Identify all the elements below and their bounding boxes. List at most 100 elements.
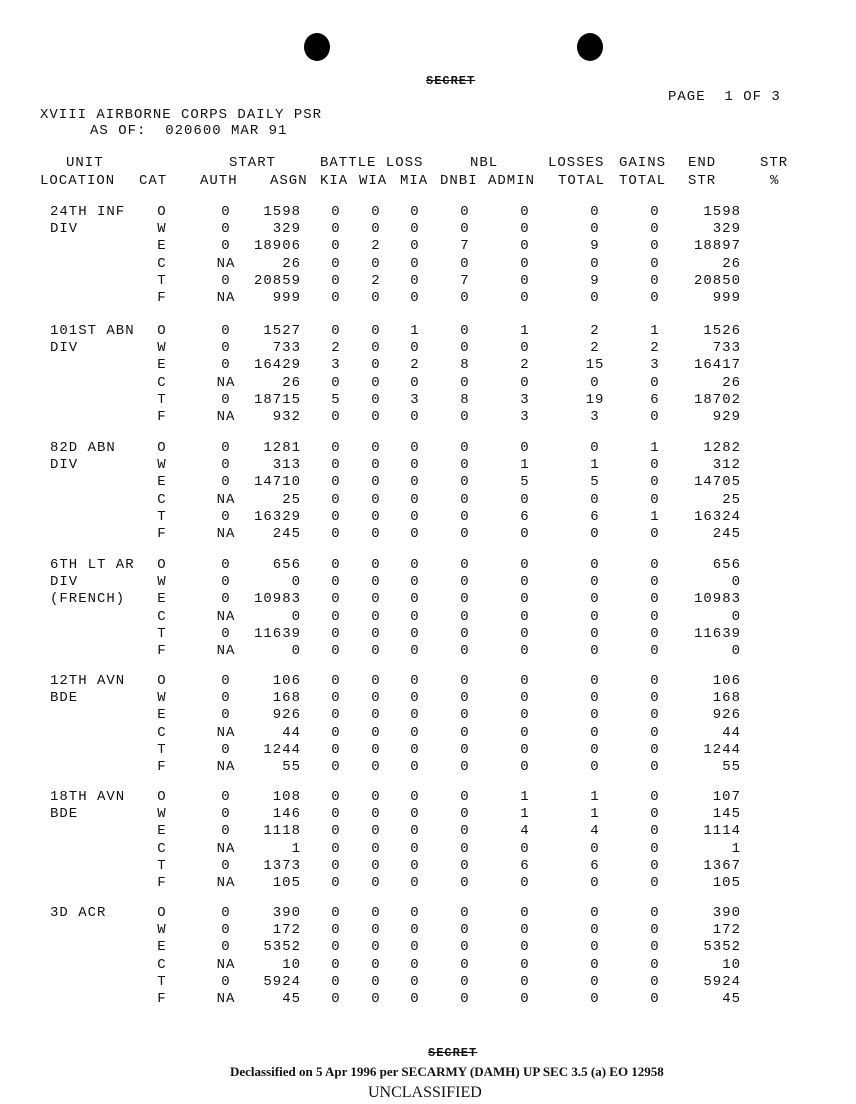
cell-losses-total: 0: [590, 221, 600, 238]
cell-end-str: 0: [731, 643, 741, 659]
cell-dnbi: 8: [460, 391, 470, 408]
cell-cat: E: [157, 357, 167, 374]
cell-wia: 0: [371, 673, 381, 689]
cell-cat: O: [157, 323, 167, 339]
cell-end-str: 25: [722, 491, 741, 508]
cell-gains-total: 1: [650, 323, 660, 339]
cell-auth: NA: [216, 255, 236, 272]
cell-wia: 0: [371, 591, 381, 608]
cell-losses-total: 0: [590, 204, 600, 220]
cell-wia: 0: [371, 340, 381, 357]
cell-kia: 0: [331, 374, 341, 391]
unclassified-marking: UNCLASSIFIED: [368, 1084, 482, 1101]
cell-gains-total: 0: [650, 707, 660, 724]
cell-end-str: 18897: [693, 238, 741, 255]
header-gains: GAINS: [619, 155, 667, 171]
cell-kia: 0: [331, 724, 341, 741]
cell-wia: 0: [371, 939, 381, 956]
cell-kia: 0: [331, 491, 341, 508]
cell-losses-total: 0: [590, 591, 600, 608]
cell-asgn: 390: [272, 905, 301, 921]
cell-auth: 0: [221, 741, 231, 758]
cell-wia: 0: [371, 474, 381, 491]
cell-asgn: 10: [282, 956, 301, 973]
cell-losses-total: 0: [590, 973, 600, 990]
cell-wia: 0: [371, 759, 381, 775]
cell-asgn: 106: [272, 673, 301, 689]
cell-wia: 0: [371, 724, 381, 741]
cell-wia: 0: [371, 557, 381, 573]
cell-admin: 0: [520, 643, 530, 659]
cell-end-str: 55: [722, 759, 741, 775]
classification-bottom: SECRET: [428, 1046, 478, 1060]
cell-asgn: 55: [282, 759, 301, 775]
cell-auth: 0: [221, 357, 231, 374]
unit-location: 6TH LT AR: [50, 557, 135, 573]
cell-kia: 0: [331, 991, 341, 1007]
cell-wia: 0: [371, 608, 381, 625]
cell-admin: 6: [520, 857, 530, 874]
cell-auth: 0: [221, 939, 231, 956]
cell-kia: 0: [331, 806, 341, 823]
cell-dnbi: 0: [460, 608, 470, 625]
cell-kia: 0: [331, 823, 341, 840]
cell-admin: 0: [520, 440, 530, 456]
cell-dnbi: 0: [460, 491, 470, 508]
cell-mia: 0: [410, 922, 420, 939]
cell-wia: 0: [371, 457, 381, 474]
cell-end-str: 1598: [703, 204, 741, 220]
header-admin: ADMIN: [488, 173, 536, 189]
cell-gains-total: 0: [650, 922, 660, 939]
cell-mia: 0: [410, 625, 420, 642]
cell-losses-total: 1: [590, 789, 600, 805]
unit-location: 24TH INF: [50, 204, 126, 220]
cell-kia: 0: [331, 690, 341, 707]
cell-asgn: 20859: [253, 272, 301, 289]
cell-asgn: 1527: [263, 323, 301, 339]
cell-dnbi: 0: [460, 857, 470, 874]
cell-dnbi: 0: [460, 991, 470, 1007]
cell-end-str: 20850: [693, 272, 741, 289]
cell-dnbi: 0: [460, 939, 470, 956]
header-str-pct: %: [770, 173, 780, 189]
cell-dnbi: 0: [460, 374, 470, 391]
cell-cat: O: [157, 789, 167, 805]
cell-auth: 0: [221, 204, 231, 220]
cell-gains-total: 0: [650, 526, 660, 542]
cell-asgn: 1: [291, 840, 301, 857]
cell-cat: F: [157, 991, 167, 1007]
cell-dnbi: 0: [460, 956, 470, 973]
cell-gains-total: 0: [650, 789, 660, 805]
cell-end-str: 18702: [693, 391, 741, 408]
cell-end-str: 172: [712, 922, 741, 939]
cell-wia: 2: [371, 272, 381, 289]
cell-mia: 0: [410, 707, 420, 724]
cell-end-str: 390: [712, 905, 741, 921]
cell-kia: 0: [331, 457, 341, 474]
cell-gains-total: 0: [650, 255, 660, 272]
punch-hole-right: [577, 33, 603, 61]
cell-dnbi: 0: [460, 643, 470, 659]
cell-wia: 0: [371, 526, 381, 542]
cell-wia: 0: [371, 875, 381, 891]
cell-auth: 0: [221, 272, 231, 289]
cell-auth: 0: [221, 707, 231, 724]
cell-cat: T: [157, 625, 167, 642]
document-title: XVIII AIRBORNE CORPS DAILY PSR: [40, 107, 323, 123]
unit-location: DIV: [50, 221, 79, 238]
cell-kia: 2: [331, 340, 341, 357]
as-of-date: AS OF: 020600 MAR 91: [90, 123, 288, 139]
cell-admin: 1: [520, 789, 530, 805]
cell-losses-total: 0: [590, 374, 600, 391]
cell-end-str: 656: [712, 557, 741, 573]
cell-wia: 0: [371, 625, 381, 642]
cell-gains-total: 0: [650, 491, 660, 508]
cell-losses-total: 5: [590, 474, 600, 491]
cell-losses-total: 3: [590, 409, 600, 425]
header-str: STR: [760, 155, 789, 171]
header-location: LOCATION: [40, 173, 116, 189]
cell-asgn: 14710: [253, 474, 301, 491]
cell-admin: 5: [520, 474, 530, 491]
cell-admin: 0: [520, 956, 530, 973]
header-end-str: STR: [688, 173, 717, 189]
